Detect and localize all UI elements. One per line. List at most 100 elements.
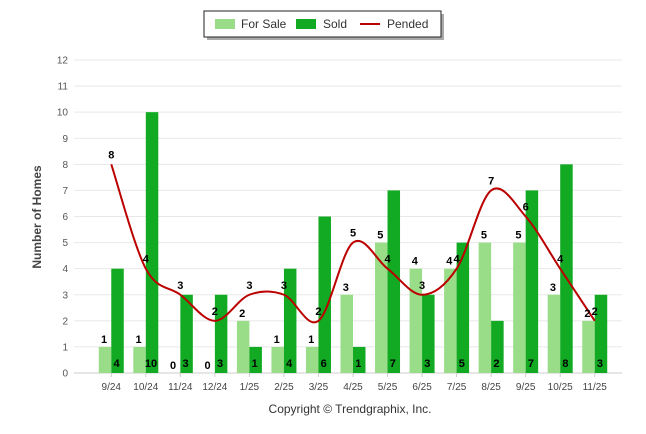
x-tick-label: 1/25 — [240, 382, 260, 393]
label-pended: 5 — [350, 228, 356, 240]
label-sold: 1 — [252, 358, 258, 370]
label-for-sale: 2 — [584, 308, 590, 320]
bar-sold — [387, 190, 401, 373]
y-tick-label: 10 — [57, 108, 69, 119]
label-pended: 8 — [108, 149, 114, 161]
label-pended: 4 — [557, 254, 564, 266]
y-tick-label: 4 — [62, 264, 68, 275]
label-sold: 3 — [217, 358, 223, 370]
bar-for-sale — [375, 242, 388, 373]
bar-sold — [560, 164, 573, 373]
x-tick-label: 9/25 — [516, 382, 536, 393]
label-pended: 2 — [592, 306, 598, 318]
label-for-sale: 2 — [239, 308, 245, 320]
legend-box — [203, 10, 442, 38]
bar-for-sale — [236, 320, 250, 373]
label-pended: 2 — [315, 306, 321, 318]
label-for-sale: 1 — [274, 334, 280, 346]
x-tick-label: 12/24 — [202, 382, 227, 393]
y-tick-label: 1 — [62, 342, 68, 353]
y-tick-label: 3 — [62, 290, 68, 301]
y-tick-label: 5 — [62, 238, 68, 249]
y-tick-label: 11 — [58, 82, 69, 93]
x-tick-label: 6/25 — [412, 382, 432, 393]
label-pended: 3 — [281, 280, 287, 292]
label-pended: 6 — [523, 202, 529, 214]
copyright-text: Copyright © Trendgraphix, Inc. — [269, 402, 432, 416]
legend-label-for-sale: For Sale — [241, 17, 287, 31]
y-tick-label: 7 — [62, 186, 68, 197]
y-tick-label: 8 — [62, 160, 68, 171]
bar-for-sale — [513, 242, 526, 373]
label-for-sale: 0 — [170, 360, 176, 372]
label-for-sale: 0 — [205, 360, 211, 372]
label-for-sale: 4 — [412, 256, 419, 268]
legend-swatch-for-sale — [215, 19, 235, 29]
y-tick-label: 12 — [57, 56, 69, 67]
label-for-sale: 3 — [343, 282, 349, 294]
label-pended: 4 — [384, 254, 391, 266]
x-tick-label: 2/25 — [274, 382, 294, 393]
y-axis-title: Number of Homes — [30, 165, 44, 269]
label-sold: 10 — [145, 358, 157, 370]
legend-label-pended: Pended — [387, 17, 428, 31]
x-tick-label: 9/24 — [102, 382, 122, 393]
label-pended: 2 — [212, 306, 218, 318]
bars — [98, 112, 608, 374]
bar-for-sale — [444, 268, 457, 373]
label-pended: 4 — [143, 254, 150, 266]
x-tick-label: 10/24 — [133, 382, 158, 393]
bar-sold — [594, 294, 608, 373]
label-pended: 7 — [488, 175, 494, 187]
x-axis-ticks: 9/24 10/24 11/24 12/24 1/25 2/25 3/25 4/25 5/25 6… — [102, 373, 608, 393]
x-tick-label: 7/25 — [447, 382, 467, 393]
x-tick-label: 5/25 — [378, 382, 398, 393]
label-sold: 4 — [286, 358, 293, 370]
x-tick-label: 11/25 — [583, 382, 608, 393]
x-tick-label: 8/25 — [481, 382, 501, 393]
bar-sold — [318, 216, 331, 373]
x-tick-label: 10/25 — [548, 382, 573, 393]
bar-sold — [422, 294, 435, 373]
label-pended: 3 — [419, 280, 425, 292]
label-sold: 5 — [459, 358, 465, 370]
legend-label-sold: Sold — [323, 17, 347, 31]
x-tick-label: 4/25 — [343, 382, 363, 393]
label-sold: 7 — [528, 358, 534, 370]
label-for-sale: 1 — [308, 334, 314, 346]
bar-for-sale — [582, 320, 595, 373]
label-sold: 3 — [597, 358, 603, 370]
bar-for-sale — [133, 346, 146, 373]
bar-for-sale — [547, 294, 561, 373]
label-sold: 1 — [355, 358, 361, 370]
label-sold: 7 — [390, 358, 396, 370]
y-tick-label: 6 — [62, 212, 68, 223]
label-for-sale: 5 — [481, 230, 487, 242]
bar-sold — [456, 242, 470, 373]
label-for-sale: 1 — [135, 334, 141, 346]
y-tick-label: 0 — [62, 369, 68, 380]
bar-sold — [525, 190, 539, 373]
label-for-sale: 1 — [101, 334, 107, 346]
label-sold: 2 — [493, 358, 499, 370]
bar-for-sale — [305, 346, 319, 373]
bar-sold — [283, 268, 297, 373]
bar-sold — [145, 112, 159, 374]
bar-sold — [353, 346, 366, 373]
label-for-sale: 3 — [550, 282, 556, 294]
label-pended: 4 — [454, 254, 461, 266]
label-pended: 3 — [177, 280, 183, 292]
x-tick-label: 3/25 — [309, 382, 329, 393]
label-for-sale: 5 — [515, 230, 521, 242]
label-sold: 3 — [424, 358, 430, 370]
legend-swatch-sold — [296, 19, 316, 29]
bar-for-sale — [478, 242, 492, 373]
legend: For Sale Sold Pended — [203, 10, 444, 40]
pended-line — [110, 164, 596, 324]
pended-line-path — [110, 164, 596, 324]
bar-for-sale — [340, 294, 353, 373]
bar-sold — [111, 268, 124, 373]
